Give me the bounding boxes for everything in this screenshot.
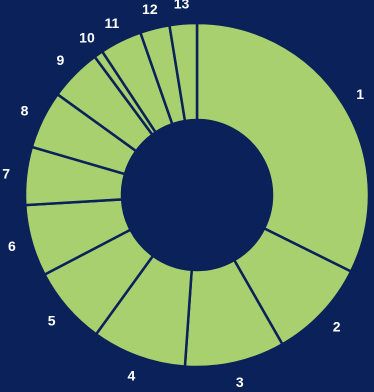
slice-label-8: 8 [21,103,29,119]
slice-label-13: 13 [174,0,190,12]
slice-label-6: 6 [8,238,16,254]
slice-label-11: 11 [104,15,119,31]
slice-label-9: 9 [57,52,65,68]
slices-group [23,21,371,369]
slice-label-1: 1 [356,86,364,102]
slice-label-3: 3 [236,374,244,390]
slice-label-4: 4 [128,367,136,383]
slice-label-12: 12 [142,1,158,17]
donut-hole [122,120,272,270]
slice-label-5: 5 [48,313,56,329]
slice-label-7: 7 [2,165,10,181]
slice-label-10: 10 [79,30,95,46]
slice-label-2: 2 [333,319,341,335]
